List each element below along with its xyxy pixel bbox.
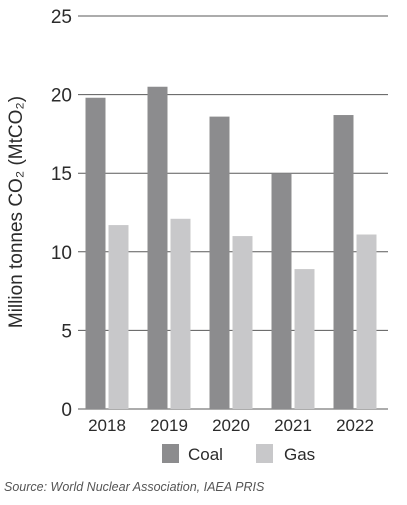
x-tick-label: 2019 [150,416,188,435]
bar-coal-2022 [333,115,354,409]
legend-label-coal: Coal [188,445,223,464]
legend-swatch-coal [162,444,179,463]
bar-coal-2019 [147,86,168,410]
y-tick-label: 5 [61,321,72,342]
bars [85,86,377,410]
y-tick-label: 15 [51,164,72,185]
bar-coal-2021 [271,173,292,409]
x-axis-categories: 2018 2019 2020 2021 2022 [88,416,374,435]
bar-gas-2021 [294,269,315,409]
bar-coal-2020 [209,116,230,409]
bar-gas-2019 [170,218,191,409]
legend-label-gas: Gas [284,445,315,464]
bar-gas-2020 [232,236,253,409]
source-note: Source: World Nuclear Association, IAEA … [4,480,265,494]
x-tick-label: 2022 [336,416,374,435]
y-tick-label: 0 [61,400,72,421]
bar-gas-2018 [108,225,129,409]
bar-gas-2022 [356,234,377,409]
x-tick-label: 2018 [88,416,126,435]
legend: Coal Gas [162,444,315,464]
x-tick-label: 2020 [212,416,250,435]
y-tick-label: 10 [51,243,72,264]
y-tick-label: 20 [51,86,72,107]
y-tick-label: 25 [51,7,72,28]
y-axis-ticks: 0 5 10 15 20 25 [51,7,72,421]
y-axis-label: Million tonnes CO₂ (MtCO₂) [6,96,27,328]
legend-swatch-gas [256,444,273,463]
x-tick-label: 2021 [274,416,312,435]
bar-coal-2018 [85,97,106,409]
